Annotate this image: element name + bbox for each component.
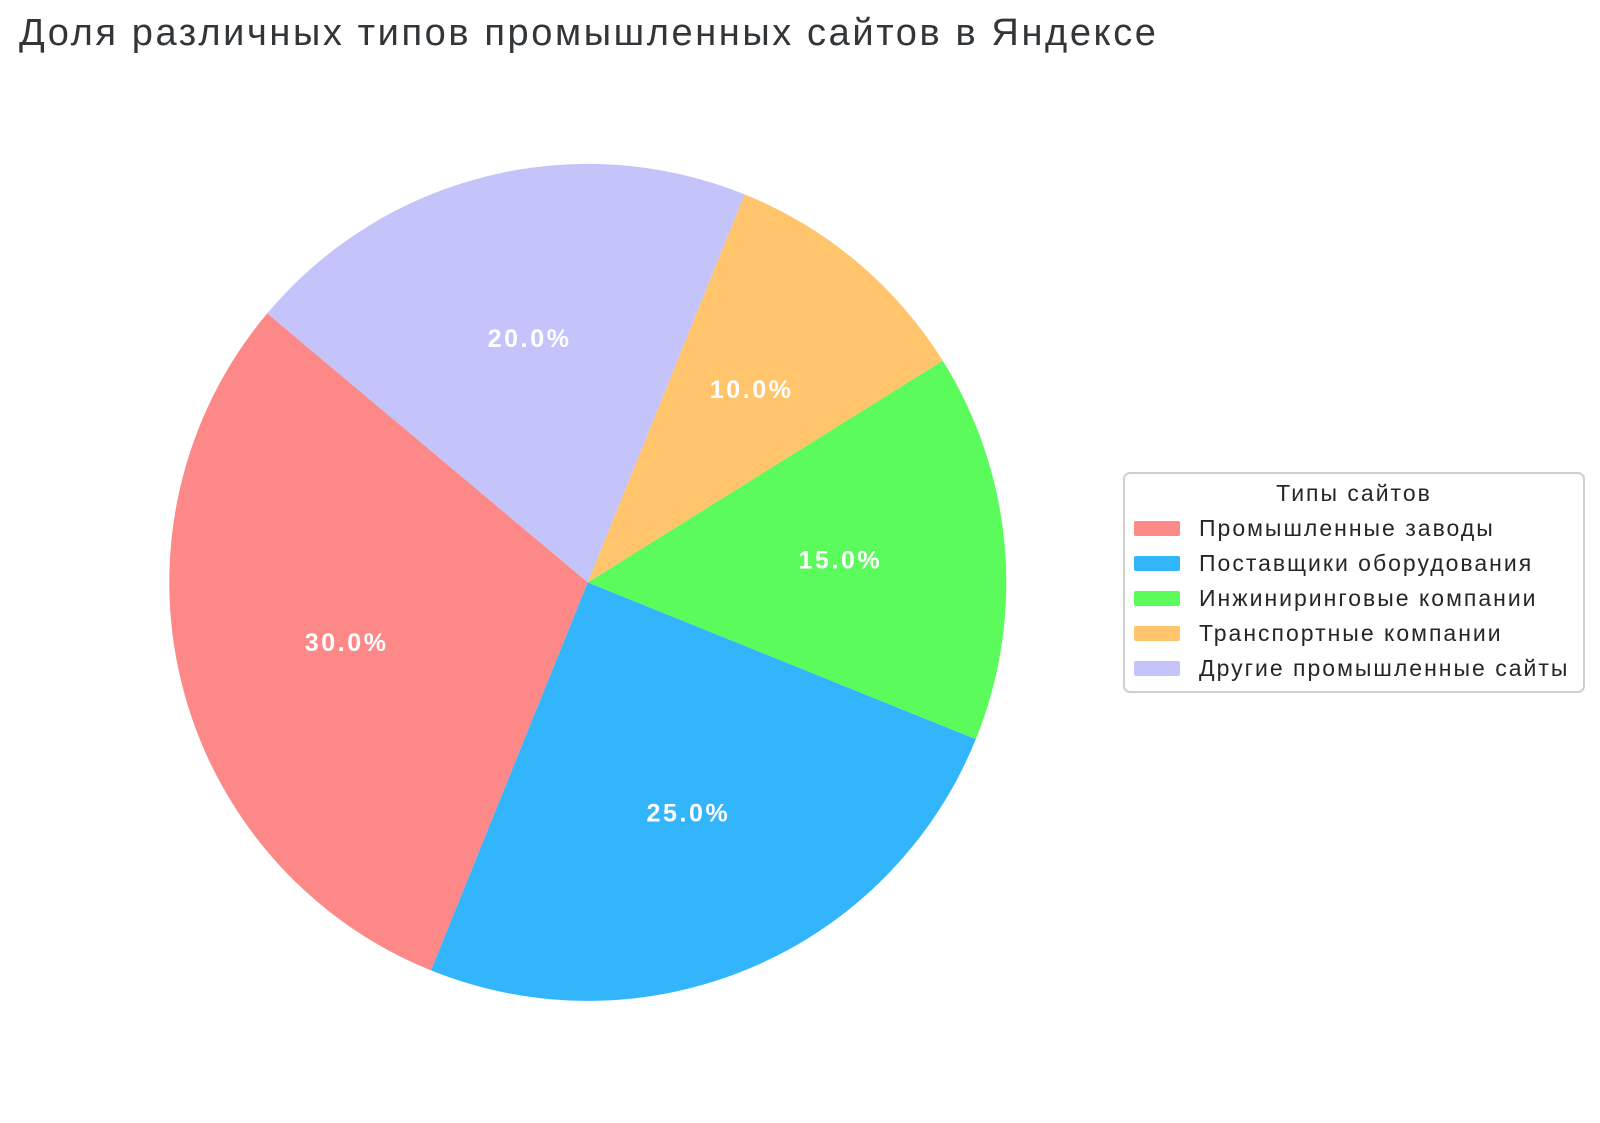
svg-text:15.0%: 15.0% bbox=[798, 547, 882, 575]
svg-text:20.0%: 20.0% bbox=[488, 325, 572, 353]
svg-text:10.0%: 10.0% bbox=[710, 376, 794, 404]
svg-text:30.0%: 30.0% bbox=[305, 629, 389, 657]
svg-text:25.0%: 25.0% bbox=[646, 800, 730, 828]
